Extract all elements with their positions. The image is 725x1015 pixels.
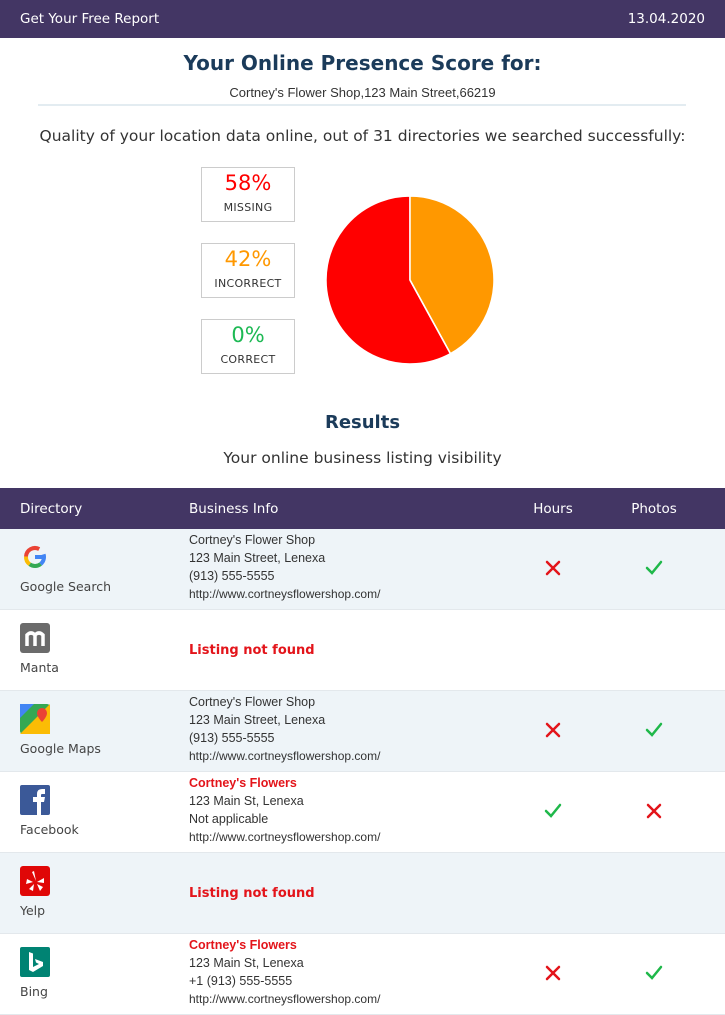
directory-icon: [20, 785, 50, 815]
check-icon: [544, 803, 562, 818]
cross-icon: [646, 803, 662, 819]
info-line: 123 Main St, Lenexa: [189, 956, 304, 970]
photos-status: [645, 560, 663, 575]
listing-status: Listing not found: [189, 643, 315, 658]
icon-part: [26, 871, 44, 891]
table-row: Facebook Cortney's Flowers 123 Main St, Le…: [0, 772, 725, 853]
icon-part: [25, 631, 45, 646]
score-percent: 42%: [224, 247, 272, 271]
info-line: (913) 555-5555: [189, 569, 275, 583]
icon-part: [20, 704, 34, 718]
info-line: Not applicable: [189, 812, 269, 826]
info-line: Cortney's Flowers: [189, 776, 297, 790]
top-bar: Get Your Free Report 13.04.2020: [0, 0, 725, 38]
directory-icon: [20, 866, 50, 896]
icon-part: [24, 546, 41, 557]
results-title: Results: [324, 412, 401, 433]
directory-icon: [24, 546, 46, 568]
results-subtitle: Your online business listing visibility: [223, 449, 502, 467]
photos-status: [645, 965, 663, 980]
business-info: Cortney's Flower Shop 123 Main Street, Le…: [189, 693, 380, 765]
photos-status: [646, 803, 662, 819]
table-row: Manta Listing not found: [0, 610, 725, 691]
column-header: Directory: [20, 501, 83, 517]
column-header: Hours: [533, 501, 573, 517]
icon-part: [37, 708, 47, 722]
table-row: Yelp Listing not found: [0, 853, 725, 934]
business-address: Cortney's Flower Shop,123 Main Street,66…: [229, 85, 496, 100]
directory-name: Bing: [20, 984, 48, 999]
icon-part: [35, 555, 44, 559]
cross-icon: [545, 722, 561, 738]
cross-icon: [545, 560, 561, 576]
pie-chart: [325, 195, 495, 365]
hours-status: [545, 722, 561, 738]
pie-slice: [325, 195, 452, 365]
icon-part: [24, 556, 32, 566]
score-title: Your Online Presence Score for:: [183, 51, 542, 75]
check-icon: [645, 560, 663, 575]
hours-status: [545, 560, 561, 576]
directory-icon: [20, 704, 50, 734]
divider: [38, 104, 686, 106]
check-icon: [645, 722, 663, 737]
score-box: 0% CORRECT: [201, 319, 295, 374]
score-label: INCORRECT: [214, 277, 282, 290]
business-info: Cortney's Flower Shop 123 Main Street, Le…: [189, 531, 380, 603]
info-line: Cortney's Flower Shop: [189, 695, 316, 709]
info-line: 123 Main St, Lenexa: [189, 794, 304, 808]
directory-name: Manta: [20, 660, 59, 675]
info-line: http://www.cortneysflowershop.com/: [189, 830, 381, 844]
info-line: +1 (913) 555-5555: [189, 974, 293, 988]
directory-name: Facebook: [20, 822, 79, 837]
table-row: Google Search Cortney's Flower Shop 123 Ma…: [0, 529, 725, 610]
photos-status: [645, 722, 663, 737]
info-line: http://www.cortneysflowershop.com/: [189, 749, 381, 763]
column-header: Photos: [631, 501, 677, 517]
icon-part: [39, 553, 46, 566]
info-line: (913) 555-5555: [189, 731, 275, 745]
icon-part: [28, 562, 42, 568]
pie-slice: [409, 195, 495, 355]
quality-description: Quality of your location data online, ou…: [39, 127, 686, 145]
icon-part: [29, 952, 43, 972]
business-info: Cortney's Flowers 123 Main St, Lenexa Not …: [189, 774, 380, 846]
directory-name: Google Maps: [20, 741, 101, 756]
header-date: 13.04.2020: [627, 11, 705, 27]
score-percent: 0%: [231, 323, 265, 347]
hours-status: [545, 965, 561, 981]
table-row: Bing Cortney's Flowers 123 Main St, Lenexa…: [0, 934, 725, 1015]
info-line: 123 Main Street, Lenexa: [189, 551, 326, 565]
table-row: Google Maps Cortney's Flower Shop 123 Main…: [0, 691, 725, 772]
info-line: Cortney's Flowers: [189, 938, 297, 952]
hours-status: [544, 803, 562, 818]
column-header: Business Info: [189, 501, 279, 517]
directory-icon: [20, 947, 50, 977]
score-box: 42% INCORRECT: [201, 243, 295, 298]
score-label: MISSING: [223, 201, 273, 214]
score-box: 58% MISSING: [201, 167, 295, 222]
check-icon: [645, 965, 663, 980]
info-line: http://www.cortneysflowershop.com/: [189, 587, 381, 601]
icon-part: [33, 789, 45, 815]
score-percent: 58%: [224, 171, 272, 195]
icon-part: [20, 947, 50, 977]
directory-name: Yelp: [20, 903, 46, 918]
info-line: 123 Main Street, Lenexa: [189, 713, 326, 727]
listing-status: Listing not found: [189, 886, 315, 901]
info-line: http://www.cortneysflowershop.com/: [189, 992, 381, 1006]
cross-icon: [545, 965, 561, 981]
header-title: Get Your Free Report: [20, 11, 160, 27]
business-info: Cortney's Flowers 123 Main St, Lenexa +1 (…: [189, 936, 380, 1008]
icon-part: [20, 866, 50, 896]
directory-name: Google Search: [20, 579, 111, 594]
table-header: Directory Business Info Hours Photos: [0, 488, 725, 529]
info-line: Cortney's Flower Shop: [189, 533, 316, 547]
score-label: CORRECT: [220, 353, 276, 366]
directory-icon: [20, 623, 50, 653]
